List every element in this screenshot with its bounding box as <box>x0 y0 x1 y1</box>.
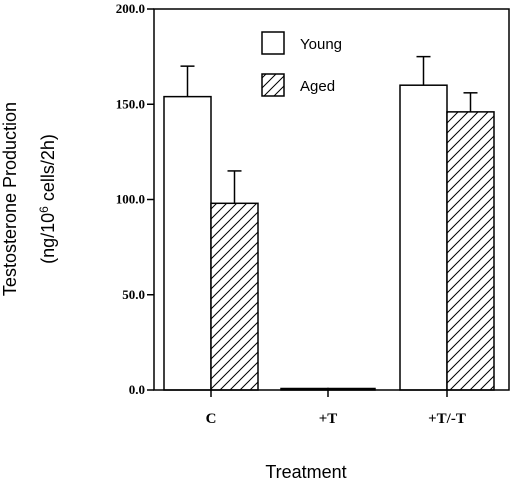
y-tick-label: 200.0 <box>116 1 145 16</box>
bar-young <box>163 95 212 391</box>
y-axis-title-prefix: (ng/10 <box>38 213 58 264</box>
y-tick-label: 0.0 <box>129 382 145 397</box>
x-axis-title: Treatment <box>265 462 346 482</box>
y-axis-title-suffix: cells/2h) <box>38 134 58 206</box>
legend-swatch-young <box>261 31 285 55</box>
y-tick-label: 100.0 <box>116 192 145 207</box>
legend-swatch-aged <box>261 73 285 97</box>
x-category-label: C <box>206 411 217 427</box>
y-axis-title-line2: (ng/106 cells/2h) <box>37 134 58 264</box>
legend: Young Aged <box>261 31 342 97</box>
y-tick-label: 50.0 <box>122 287 145 302</box>
x-category-label: +T/-T <box>428 411 466 427</box>
y-tick-label: 150.0 <box>116 96 145 111</box>
x-category-label: +T <box>319 411 338 427</box>
legend-label-aged: Aged <box>300 78 335 95</box>
legend-label-young: Young <box>300 36 342 53</box>
bar-aged <box>446 111 495 391</box>
bar-young <box>399 84 448 391</box>
bar-aged <box>210 202 259 391</box>
y-axis-title-superscript: 6 <box>37 206 51 213</box>
y-axis-title-line1: Testosterone Production <box>0 102 20 296</box>
